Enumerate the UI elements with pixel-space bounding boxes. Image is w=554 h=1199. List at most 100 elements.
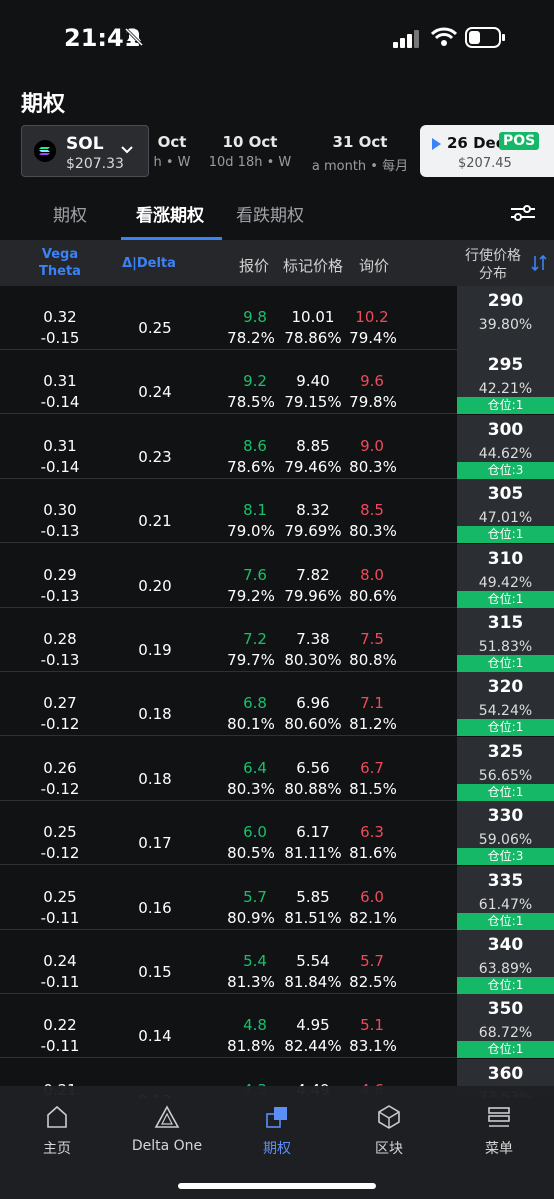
table-row[interactable]: 0.27 -0.12 0.18 6.8 80.1% 6.96 80.60% 7.1 81.2% 3…	[0, 672, 554, 737]
strike-price: 330	[487, 806, 524, 827]
expiry-item[interactable]: Oct h • W	[152, 133, 192, 170]
nav-options[interactable]: 期权	[222, 1086, 332, 1166]
mark-iv: 79.46%	[284, 457, 342, 476]
table-row[interactable]: 0.31 -0.14 0.24 9.2 78.5% 9.40 79.15% 9.6 79.8% 2…	[0, 350, 554, 415]
table-row[interactable]: 0.25 -0.12 0.17 6.0 80.5% 6.17 81.11% 6.3 81.6% 3…	[0, 801, 554, 866]
table-row[interactable]: 0.32 -0.15 0.25 9.8 78.2% 10.01 78.86% 10.2 79.4…	[0, 286, 554, 350]
position-badge: 仓位:1	[457, 397, 554, 415]
mark-price: 7.38	[296, 630, 330, 648]
ask-iv: 80.8%	[349, 651, 397, 669]
bid-price[interactable]: 8.1	[243, 501, 267, 520]
bid-price[interactable]: 6.8	[243, 694, 267, 713]
strike-cell[interactable]: 290 39.80%	[457, 286, 554, 350]
strike-cell[interactable]: 335 61.47% 仓位:1	[457, 865, 554, 930]
nav-block[interactable]: 区块	[334, 1086, 444, 1166]
bid-price[interactable]: 8.6	[243, 436, 267, 455]
nav-home[interactable]: 主页	[2, 1086, 112, 1166]
expiry-item[interactable]: 31 Oct a month • 每月	[310, 133, 410, 174]
bid-price[interactable]: 7.2	[243, 630, 267, 648]
strike-cell[interactable]: 300 44.62% 仓位:3	[457, 414, 554, 479]
tab-options[interactable]: 期权	[53, 206, 87, 226]
strike-price: 295	[487, 355, 524, 376]
table-row[interactable]: 0.30 -0.13 0.21 8.1 79.0% 8.32 79.69% 8.5 80.3% 3…	[0, 479, 554, 544]
table-row[interactable]: 0.24 -0.11 0.15 5.4 81.3% 5.54 81.84% 5.7 82.5% 3…	[0, 930, 554, 994]
table-row[interactable]: 0.31 -0.14 0.23 8.6 78.6% 8.85 79.46% 9.0 80.3% 3…	[0, 414, 554, 479]
ask-price[interactable]: 9.0	[360, 436, 384, 455]
ask-price[interactable]: 5.1	[360, 1016, 384, 1035]
strike-cell[interactable]: 340 63.89% 仓位:1	[457, 930, 554, 994]
position-badge: 仓位:1	[457, 655, 554, 672]
bid-iv: 79.0%	[227, 522, 275, 541]
header-delta[interactable]: Δ|Delta	[122, 256, 176, 271]
bid-price[interactable]: 5.4	[243, 952, 267, 970]
strike-cell[interactable]: 325 56.65% 仓位:1	[457, 736, 554, 801]
expiry-date: 26 Dec	[447, 134, 505, 152]
underlying-selector[interactable]: SOL $207.33	[21, 125, 149, 177]
bid-price[interactable]: 9.2	[243, 372, 267, 391]
expiry-item[interactable]: 10 Oct 10d 18h • W	[208, 133, 292, 170]
delta-value: 0.20	[138, 576, 172, 595]
ask-price[interactable]: 8.5	[360, 501, 384, 520]
mark-iv: 78.86%	[284, 329, 342, 347]
mark-price: 5.54	[296, 952, 330, 970]
vega-value: 0.26	[43, 758, 77, 777]
tab-calls[interactable]: 看涨期权	[136, 206, 204, 226]
ask-price[interactable]: 5.7	[360, 952, 384, 970]
ask-price[interactable]: 9.6	[360, 372, 384, 391]
ask-price[interactable]: 10.2	[355, 308, 389, 326]
strike-cell[interactable]: 310 49.42% 仓位:1	[457, 543, 554, 608]
mark-price: 10.01	[291, 308, 335, 326]
strike-price: 360	[487, 1063, 524, 1084]
nav-delta-one[interactable]: Delta One	[112, 1086, 222, 1166]
expiry-sub: 10d 18h • W	[208, 155, 292, 170]
mark-price: 8.85	[296, 436, 330, 455]
strike-cell[interactable]: 320 54.24% 仓位:1	[457, 672, 554, 737]
ask-price[interactable]: 6.7	[360, 758, 384, 777]
strike-distribution: 42.21%	[478, 381, 533, 398]
strike-cell[interactable]: 315 51.83% 仓位:1	[457, 608, 554, 672]
bid-price[interactable]: 6.4	[243, 758, 267, 777]
table-row[interactable]: 0.25 -0.11 0.16 5.7 80.9% 5.85 81.51% 6.0 82.1% 3…	[0, 865, 554, 930]
bid-price[interactable]: 9.8	[243, 308, 267, 326]
expiry-price: $207.45	[458, 156, 512, 171]
bid-iv: 79.2%	[227, 586, 275, 605]
bid-price[interactable]: 7.6	[243, 565, 267, 584]
filter-icon[interactable]	[510, 203, 536, 223]
nav-menu[interactable]: 菜单	[444, 1086, 554, 1166]
position-badge: 仓位:1	[457, 590, 554, 608]
ask-price[interactable]: 7.5	[360, 630, 384, 648]
strike-distribution: 47.01%	[478, 510, 533, 527]
bid-price[interactable]: 4.8	[243, 1016, 267, 1035]
position-badge: 仓位:1	[457, 783, 554, 801]
bid-price[interactable]: 5.7	[243, 887, 267, 906]
bid-iv: 80.9%	[227, 908, 275, 927]
ask-price[interactable]: 6.0	[360, 887, 384, 906]
ask-price[interactable]: 7.1	[360, 694, 384, 713]
strike-cell[interactable]: 295 42.21% 仓位:1	[457, 350, 554, 415]
sort-icon[interactable]	[530, 254, 548, 272]
theta-value: -0.11	[40, 1037, 80, 1056]
strike-distribution: 44.62%	[478, 445, 533, 462]
table-row[interactable]: 0.29 -0.13 0.20 7.6 79.2% 7.82 79.96% 8.0 80.6% 3…	[0, 543, 554, 608]
bid-price[interactable]: 6.0	[243, 823, 267, 842]
mark-iv: 79.69%	[284, 522, 342, 541]
position-badge: 仓位:3	[457, 461, 554, 479]
strike-cell[interactable]: 305 47.01% 仓位:1	[457, 479, 554, 544]
home-indicator	[178, 1183, 376, 1189]
table-row[interactable]: 0.28 -0.13 0.19 7.2 79.7% 7.38 80.30% 7.5 80.8% 3…	[0, 608, 554, 672]
ask-price[interactable]: 6.3	[360, 823, 384, 842]
table-row[interactable]: 0.22 -0.11 0.14 4.8 81.8% 4.95 82.44% 5.1 83.1% 3…	[0, 994, 554, 1059]
expiry-item-active[interactable]: 26 Dec POS $207.45	[420, 125, 554, 177]
delta-value: 0.14	[138, 1027, 172, 1046]
expiry-date: 10 Oct	[222, 133, 278, 151]
tab-puts[interactable]: 看跌期权	[236, 206, 304, 226]
ask-iv: 82.1%	[349, 908, 397, 927]
table-row[interactable]: 0.26 -0.12 0.18 6.4 80.3% 6.56 80.88% 6.7 81.5% 3…	[0, 736, 554, 801]
strike-cell[interactable]: 330 59.06% 仓位:3	[457, 801, 554, 866]
ask-price[interactable]: 8.0	[360, 565, 384, 584]
mark-price: 9.40	[296, 372, 330, 391]
strike-cell[interactable]: 350 68.72% 仓位:1	[457, 994, 554, 1059]
nav-label: 菜单	[485, 1141, 513, 1157]
strike-distribution: 68.72%	[478, 1025, 533, 1042]
theta-value: -0.14	[40, 393, 80, 412]
